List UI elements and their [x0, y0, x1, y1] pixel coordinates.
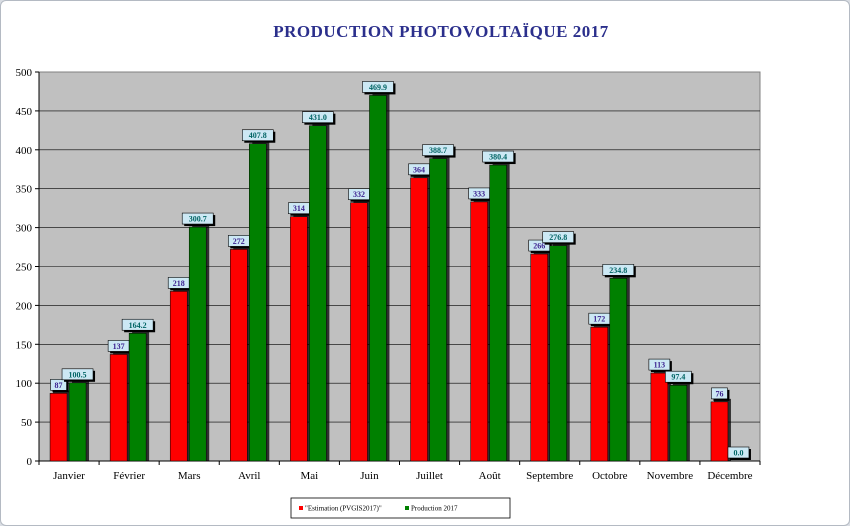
data-label-box	[50, 379, 67, 391]
x-tick-label: Août	[479, 470, 501, 482]
legend-box	[290, 497, 511, 519]
data-label-box	[648, 358, 671, 371]
data-label: 272	[233, 237, 245, 246]
bar	[609, 278, 628, 462]
data-label: 218	[173, 279, 185, 288]
data-label: 0.0	[733, 449, 743, 458]
y-tick-label: 200	[16, 300, 33, 312]
data-label-box	[665, 370, 692, 383]
x-tick-label: Mars	[178, 470, 201, 482]
x-tick-label: Janvier	[53, 470, 85, 482]
data-label: 364	[413, 165, 425, 174]
y-tick-label: 350	[16, 184, 33, 196]
data-label: 234.8	[609, 266, 627, 275]
bar	[429, 158, 447, 462]
data-label: 164.2	[129, 321, 147, 330]
data-label-box	[422, 144, 454, 156]
bar	[350, 202, 368, 462]
x-tick-label: Octobre	[592, 470, 628, 482]
y-tick-label: 300	[16, 223, 33, 235]
data-label: 266	[533, 242, 545, 251]
x-tick-label: Février	[113, 470, 145, 482]
plot-area: 0 50 100 150 200 250 300 350 400 450 500 Janvier 87 1…	[16, 67, 761, 482]
bar	[249, 143, 267, 462]
data-label: 380.4	[489, 153, 507, 162]
legend-swatch	[299, 506, 303, 510]
data-label-box	[302, 111, 334, 123]
x-tick-label: Septembre	[526, 470, 573, 482]
data-label: 172	[593, 315, 605, 324]
data-label-box	[61, 368, 94, 381]
y-tick-label: 450	[16, 106, 33, 118]
x-tick-label: Juin	[360, 470, 379, 482]
bar	[128, 333, 147, 462]
data-label: 100.5	[69, 370, 87, 379]
bar	[549, 245, 567, 462]
data-label: 332	[353, 190, 365, 199]
bar	[470, 201, 488, 462]
data-label: 97.4	[671, 373, 685, 382]
bar	[109, 354, 128, 462]
bar	[590, 326, 609, 462]
bar	[650, 372, 669, 462]
data-label: 113	[654, 361, 666, 370]
y-tick-label: 150	[16, 339, 33, 351]
bar	[710, 401, 729, 462]
data-label-box	[711, 387, 728, 400]
data-label-box	[121, 318, 154, 331]
data-label: 388.7	[429, 146, 447, 155]
data-label: 431.0	[309, 113, 327, 122]
bar	[230, 249, 248, 462]
y-tick-label: 400	[16, 145, 33, 157]
legend-swatch	[405, 506, 409, 510]
data-label: 87	[55, 381, 63, 390]
bar	[489, 164, 507, 462]
data-label: 469.9	[369, 83, 387, 92]
y-tick-label: 250	[16, 262, 33, 274]
legend: "Estimation (PVGIS2017)" Production 2017	[290, 497, 511, 519]
bar	[369, 95, 387, 462]
y-tick-label: 0	[27, 456, 33, 468]
bar	[530, 253, 548, 462]
data-label: 333	[473, 189, 485, 198]
data-label: 276.8	[549, 233, 567, 242]
x-tick-label: Mai	[301, 470, 319, 482]
data-label-box	[482, 150, 514, 163]
bar	[49, 393, 68, 462]
x-tick-label: Juillet	[416, 470, 443, 482]
bar	[309, 125, 327, 462]
data-label: 300.7	[189, 215, 207, 224]
bar	[68, 382, 87, 462]
data-label-box	[602, 264, 635, 276]
data-label-box	[181, 212, 214, 225]
chart-title: PRODUCTION PHOTOVOLTAÏQUE 2017	[273, 22, 609, 41]
x-tick-label: Avril	[238, 470, 260, 482]
legend-label: Production 2017	[411, 505, 458, 513]
data-label-box	[362, 81, 394, 93]
bar	[410, 177, 428, 462]
y-tick-label: 50	[21, 417, 33, 429]
bar	[669, 384, 688, 462]
legend-label: "Estimation (PVGIS2017)"	[305, 505, 382, 513]
data-label-box	[542, 231, 575, 243]
data-label: 137	[113, 342, 125, 351]
bar	[290, 216, 308, 462]
bar	[169, 291, 188, 462]
data-label-box	[727, 446, 750, 459]
x-tick-label: Novembre	[647, 470, 694, 482]
data-label: 76	[715, 389, 723, 398]
data-label-box	[241, 129, 274, 142]
y-tick-label: 500	[16, 67, 33, 79]
y-tick-label: 100	[16, 378, 33, 390]
data-label: 314	[293, 204, 305, 213]
bar	[188, 226, 207, 462]
x-tick-label: Décembre	[707, 470, 752, 482]
data-label: 407.8	[249, 131, 267, 140]
